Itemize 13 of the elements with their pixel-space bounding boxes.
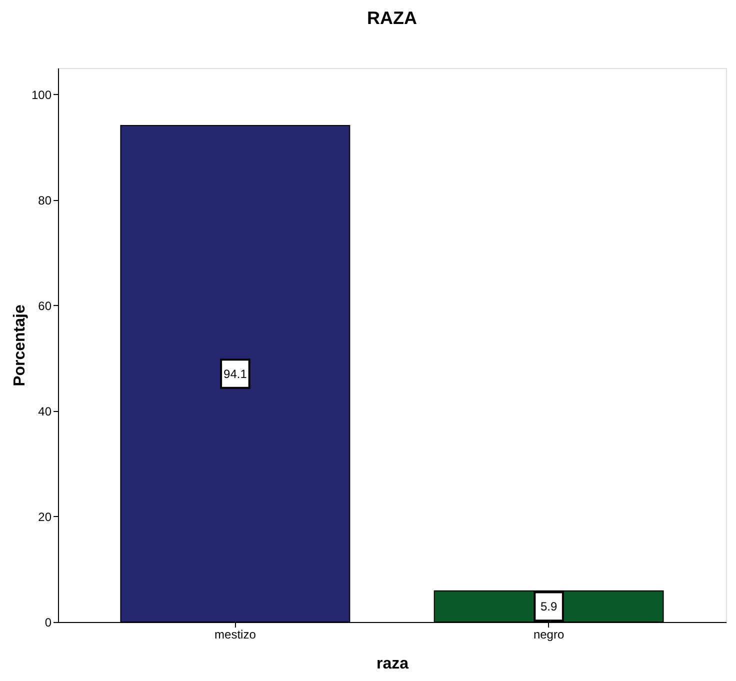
y-tick-label: 20: [38, 510, 52, 524]
x-tick-label: negro: [533, 628, 564, 642]
chart-title: RAZA: [367, 8, 417, 28]
y-tick-label: 100: [31, 88, 52, 102]
x-axis-title: raza: [376, 656, 409, 672]
y-tick-label: 60: [38, 298, 52, 313]
y-tick-label: 0: [44, 616, 52, 630]
data-label: 5.9: [540, 599, 558, 614]
y-tick-label: 80: [38, 193, 52, 208]
y-axis-title: Porcentaje: [11, 304, 28, 386]
x-tick-label: mestizo: [214, 628, 256, 642]
y-tick-label: 40: [38, 404, 52, 418]
data-label: 94.1: [224, 366, 248, 381]
